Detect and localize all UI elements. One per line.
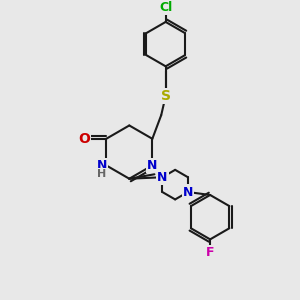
Text: N: N	[157, 171, 167, 184]
Text: S: S	[161, 89, 171, 103]
Text: N: N	[147, 159, 158, 172]
Text: Cl: Cl	[159, 1, 172, 13]
Text: F: F	[206, 246, 214, 259]
Text: N: N	[97, 159, 107, 172]
Text: N: N	[183, 185, 193, 199]
Text: H: H	[97, 169, 106, 179]
Text: O: O	[78, 132, 90, 146]
